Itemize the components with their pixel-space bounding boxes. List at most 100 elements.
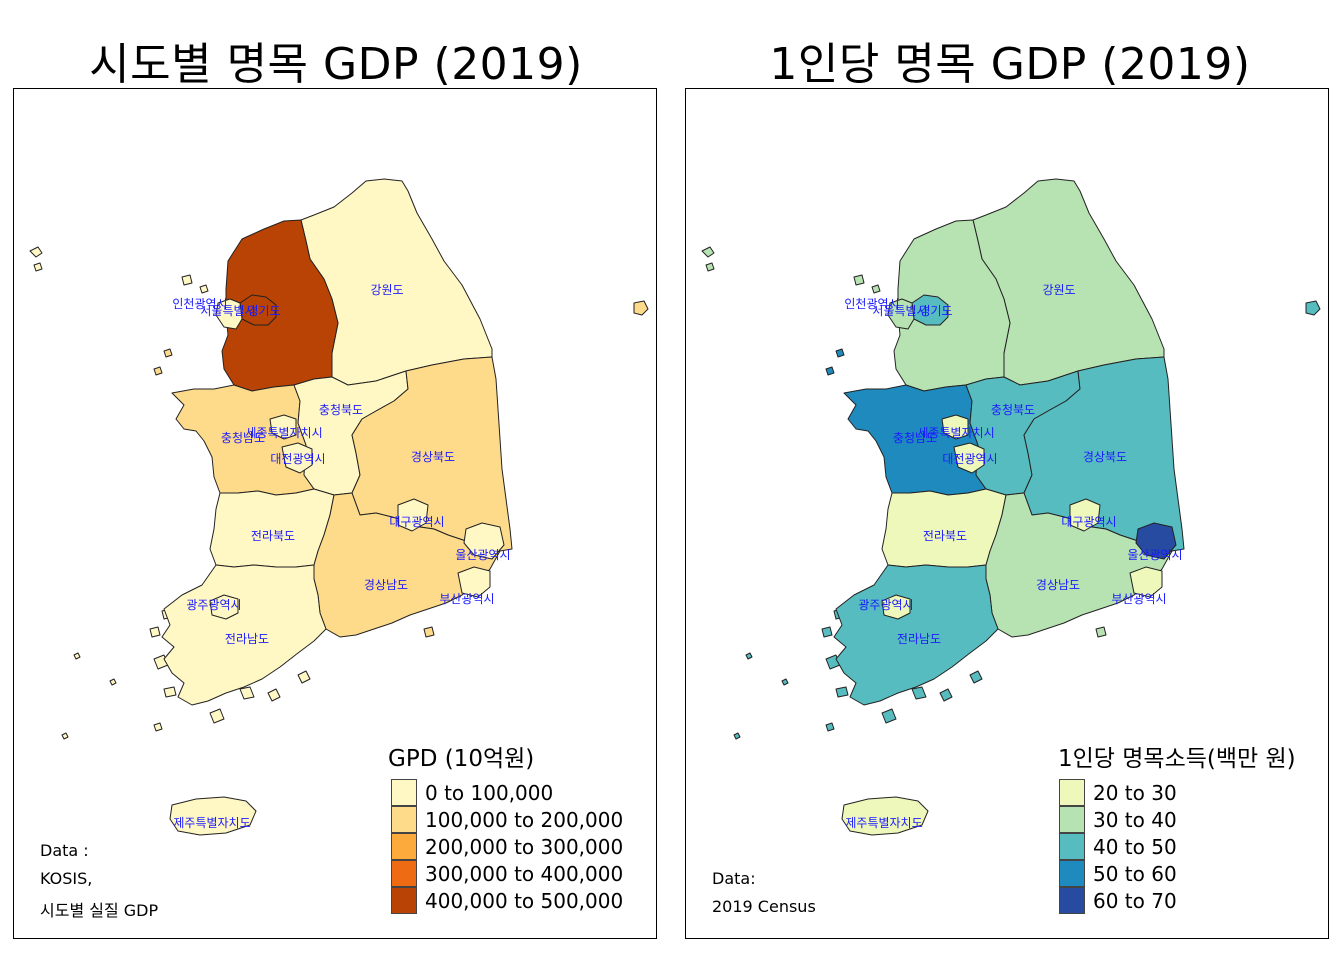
region-label-gwangju: 광주광역시 <box>186 598 241 612</box>
legend-swatch <box>391 887 417 914</box>
region-label-jeonbuk: 전라북도 <box>251 529 295 543</box>
left-source-line-2: KOSIS, <box>40 869 93 888</box>
legend-item: 0 to 100,000 <box>391 779 623 806</box>
island-shape <box>163 686 177 698</box>
region-jeonnam <box>161 564 327 706</box>
island-shape <box>871 284 881 294</box>
island-shape <box>61 732 69 740</box>
legend-label: 60 to 70 <box>1093 888 1177 913</box>
region-label-jeonbuk: 전라북도 <box>923 529 967 543</box>
region-label-chungbuk: 충청북도 <box>991 403 1035 417</box>
region-label-sejong: 세종특별자치시 <box>917 426 994 440</box>
region-label-busan: 부산광역시 <box>1111 592 1166 606</box>
region-seoul <box>239 294 277 326</box>
legend-label: 300,000 to 400,000 <box>425 861 624 886</box>
island-shape <box>73 652 81 660</box>
region-jeju <box>169 796 257 836</box>
legend-item: 400,000 to 500,000 <box>391 887 623 914</box>
region-daegu <box>1069 498 1101 532</box>
legend-label: 0 to 100,000 <box>425 780 554 805</box>
region-daegu <box>397 498 429 532</box>
region-label-jeonnam: 전라남도 <box>897 632 941 646</box>
island-shape <box>29 246 43 258</box>
region-jeonbuk <box>881 488 1007 568</box>
island-shape <box>733 732 741 740</box>
island-shape <box>781 678 789 686</box>
island-shape <box>297 670 311 684</box>
legend-swatch <box>391 833 417 860</box>
island-shape <box>153 722 163 732</box>
legend-item: 50 to 60 <box>1059 860 1177 887</box>
legend-label: 50 to 60 <box>1093 861 1177 886</box>
region-label-busan: 부산광역시 <box>439 592 494 606</box>
legend-label: 100,000 to 200,000 <box>425 807 624 832</box>
region-label-chungnam: 충청남도 <box>893 431 937 445</box>
island-shape <box>911 686 927 700</box>
region-jeonbuk <box>209 488 335 568</box>
island-shape <box>267 688 281 702</box>
legend-item: 300,000 to 400,000 <box>391 860 623 887</box>
region-label-gangwon: 강원도 <box>370 283 403 297</box>
legend-swatch <box>391 779 417 806</box>
island-shape <box>149 626 161 638</box>
island-shape <box>939 688 953 702</box>
legend-label: 200,000 to 300,000 <box>425 834 624 859</box>
island-shape <box>423 626 435 638</box>
region-label-gyeongnam: 경상남도 <box>364 578 408 592</box>
legend-label: 30 to 40 <box>1093 807 1177 832</box>
region-gwangju <box>209 594 239 620</box>
region-label-daejeon: 대전광역시 <box>270 452 325 466</box>
region-label-sejong: 세종특별자치시 <box>245 426 322 440</box>
region-seoul <box>911 294 949 326</box>
region-label-ulsan: 울산광역시 <box>1127 548 1182 562</box>
region-label-incheon: 인천광역시 <box>844 296 899 311</box>
island-shape <box>181 274 193 286</box>
region-label-gyeongbuk: 경상북도 <box>1083 450 1127 464</box>
island-shape <box>853 274 865 286</box>
island-shape <box>209 708 225 724</box>
region-ulsan <box>1135 522 1177 560</box>
legend-label: 400,000 to 500,000 <box>425 888 624 913</box>
region-gwangju <box>881 594 911 620</box>
island-shape <box>881 708 897 724</box>
island-shape <box>109 678 117 686</box>
right-map-panel: 강원도 인천광역시 서울특별시 경기도 충청북도 세종특별자치시 충청남도 대전광역시 경상북도… <box>685 88 1329 939</box>
region-dokdo <box>1305 300 1321 316</box>
region-label-daegu: 대구광역시 <box>389 515 444 529</box>
region-label-gwangju: 광주광역시 <box>858 598 913 612</box>
island-shape <box>821 626 833 638</box>
island-shape <box>163 348 173 358</box>
island-shape <box>825 722 835 732</box>
region-label-gyeonggi: 경기도 <box>919 304 952 318</box>
legend-swatch <box>391 860 417 887</box>
island-shape <box>1095 626 1107 638</box>
legend-item: 200,000 to 300,000 <box>391 833 623 860</box>
legend-label: 40 to 50 <box>1093 834 1177 859</box>
left-source-line-3: 시도별 실질 GDP <box>40 901 159 920</box>
left-map-title: 시도별 명목 GDP (2019) <box>89 39 583 90</box>
region-daejeon <box>953 442 985 474</box>
right-map-title: 1인당 명목 GDP (2019) <box>769 39 1251 90</box>
right-source-line-1: Data: <box>712 869 756 888</box>
island-shape <box>835 686 849 698</box>
left-map-panel: 강원도 인천광역시 서울특별시 경기도 충청북도 세종특별자치시 충청남도 대전광역시 경상북도… <box>13 88 657 939</box>
right-legend: 20 to 30 30 to 40 40 to 50 50 to 60 60 t… <box>1059 779 1177 914</box>
legend-swatch <box>1059 833 1085 860</box>
region-label-seoul: 서울특별시 <box>872 304 927 318</box>
island-shape <box>825 366 835 376</box>
legend-swatch <box>1059 860 1085 887</box>
region-jeonnam <box>833 564 999 706</box>
region-label-gyeongnam: 경상남도 <box>1036 578 1080 592</box>
island-shape <box>153 366 163 376</box>
region-label-jeonnam: 전라남도 <box>225 632 269 646</box>
region-incheon <box>215 298 243 330</box>
region-label-seoul: 서울특별시 <box>200 304 255 318</box>
island-shape <box>701 246 715 258</box>
region-jeju <box>841 796 929 836</box>
region-label-gyeonggi: 경기도 <box>247 304 280 318</box>
legend-swatch <box>1059 887 1085 914</box>
left-legend-title: GPD (10억원) <box>388 746 535 772</box>
region-label-daejeon: 대전광역시 <box>942 452 997 466</box>
right-source-line-2: 2019 Census <box>712 897 816 916</box>
